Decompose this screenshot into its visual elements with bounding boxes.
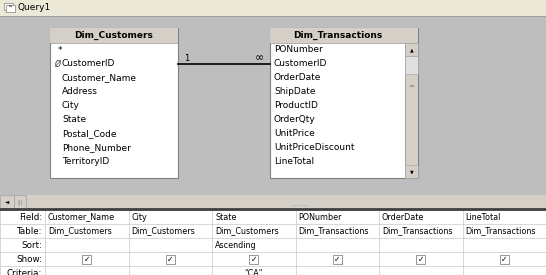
Text: 1: 1: [184, 54, 189, 63]
Text: Ascending: Ascending: [215, 241, 257, 249]
Text: LineTotal: LineTotal: [466, 213, 501, 221]
Text: Sort:: Sort:: [21, 241, 42, 249]
Text: ◄: ◄: [5, 199, 9, 205]
Text: Field:: Field:: [19, 213, 42, 221]
Text: ..........: ..........: [291, 202, 308, 207]
Text: ✓: ✓: [334, 254, 341, 263]
Text: State: State: [215, 213, 236, 221]
Text: Customer_Name: Customer_Name: [48, 213, 115, 221]
Text: ✓: ✓: [167, 254, 174, 263]
Text: Show:: Show:: [16, 254, 42, 263]
Bar: [0, 195, 546, 209]
Bar: [405, 43, 418, 178]
Text: UnitPrice: UnitPrice: [274, 130, 314, 139]
Bar: [416, 254, 425, 263]
Text: Ø: Ø: [54, 59, 60, 68]
Text: ShipDate: ShipDate: [274, 87, 316, 97]
Text: Dim_Customers: Dim_Customers: [132, 227, 195, 235]
Bar: [4, 3, 13, 10]
Text: Phone_Number: Phone_Number: [62, 144, 131, 153]
Bar: [14, 195, 26, 209]
Text: *: *: [58, 45, 62, 54]
Bar: [50, 28, 178, 43]
Text: PONumber: PONumber: [299, 213, 342, 221]
Bar: [0, 210, 546, 275]
Text: Dim_Transactions: Dim_Transactions: [299, 227, 369, 235]
Text: City: City: [62, 101, 80, 111]
Bar: [270, 28, 418, 43]
Bar: [500, 254, 509, 263]
Text: Dim_Customers: Dim_Customers: [75, 31, 153, 40]
Text: "CA": "CA": [245, 268, 263, 275]
Text: =: =: [408, 83, 414, 89]
Text: Address: Address: [62, 87, 98, 97]
Text: Postal_Code: Postal_Code: [62, 130, 116, 139]
Text: ∞: ∞: [255, 53, 264, 63]
Text: Query1: Query1: [18, 4, 51, 12]
Text: OrderQty: OrderQty: [274, 116, 316, 125]
Text: ProductID: ProductID: [274, 101, 318, 111]
Text: State: State: [62, 116, 86, 125]
Text: CustomerID: CustomerID: [274, 59, 328, 68]
Text: ▲: ▲: [410, 47, 413, 52]
Text: TerritoryID: TerritoryID: [62, 158, 109, 166]
Text: PONumber: PONumber: [274, 45, 323, 54]
Text: ▼: ▼: [410, 169, 413, 174]
Bar: [270, 28, 418, 178]
Text: |||: |||: [17, 199, 22, 205]
Text: LineTotal: LineTotal: [274, 158, 314, 166]
Text: ✓: ✓: [501, 254, 507, 263]
Bar: [6, 5, 15, 12]
Bar: [333, 254, 342, 263]
Bar: [405, 43, 418, 56]
Text: ═: ═: [8, 4, 11, 9]
Bar: [405, 56, 418, 74]
Text: Dim_Transactions: Dim_Transactions: [293, 31, 382, 40]
Text: ✓: ✓: [418, 254, 424, 263]
Text: Criteria:: Criteria:: [7, 268, 42, 275]
Bar: [0, 16, 546, 209]
Text: UnitPriceDiscount: UnitPriceDiscount: [274, 144, 354, 153]
Bar: [250, 254, 258, 263]
Bar: [0, 195, 14, 209]
Text: Dim_Customers: Dim_Customers: [48, 227, 112, 235]
Bar: [0, 0, 546, 16]
Text: ✓: ✓: [84, 254, 90, 263]
Text: City: City: [132, 213, 147, 221]
Text: Dim_Customers: Dim_Customers: [215, 227, 279, 235]
Text: Dim_Transactions: Dim_Transactions: [382, 227, 453, 235]
Text: Customer_Name: Customer_Name: [62, 73, 137, 82]
Text: Table:: Table:: [16, 227, 42, 235]
Bar: [82, 254, 91, 263]
Text: OrderDate: OrderDate: [274, 73, 322, 82]
Text: CustomerID: CustomerID: [62, 59, 115, 68]
Bar: [50, 28, 178, 178]
Text: OrderDate: OrderDate: [382, 213, 424, 221]
Text: ✓: ✓: [251, 254, 257, 263]
Text: Dim_Transactions: Dim_Transactions: [466, 227, 536, 235]
Bar: [166, 254, 175, 263]
Bar: [405, 165, 418, 178]
